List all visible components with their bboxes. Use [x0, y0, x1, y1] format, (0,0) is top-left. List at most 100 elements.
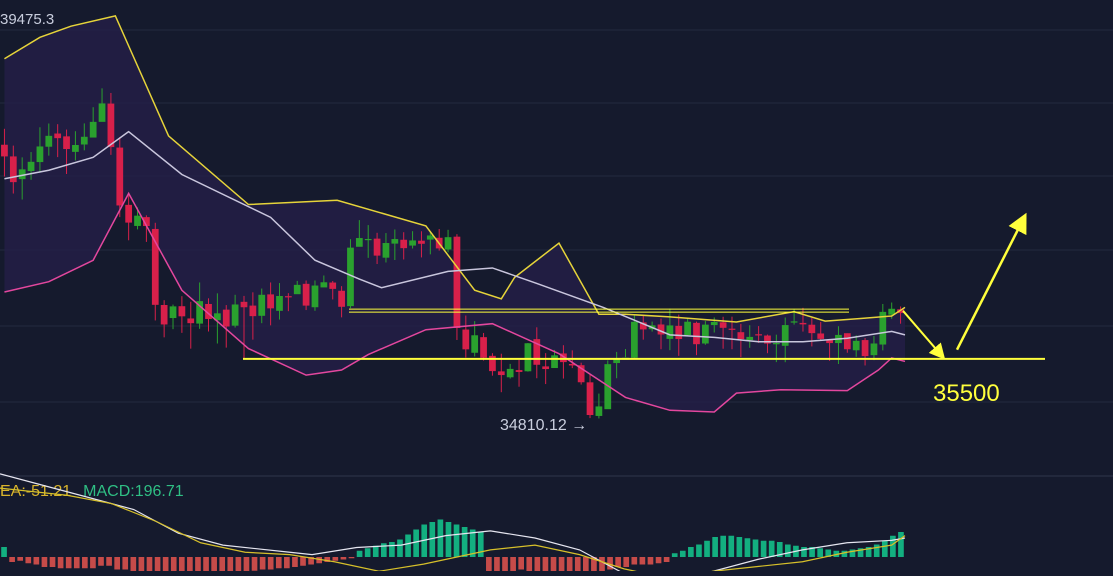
candle-body — [843, 333, 851, 350]
macd-bar — [477, 532, 484, 557]
macd-bar — [881, 540, 888, 557]
macd-bar — [890, 535, 896, 557]
candle-body — [772, 342, 780, 345]
candle-body — [879, 311, 887, 345]
macd-bar — [57, 557, 64, 569]
candle-body — [728, 328, 736, 330]
candle-body — [364, 238, 372, 241]
macd-bar — [437, 519, 444, 557]
candle-body — [196, 301, 204, 324]
candle-body — [790, 321, 798, 323]
macd-bar — [518, 557, 525, 570]
macd-bar — [461, 527, 468, 557]
candle-body — [169, 306, 177, 319]
candle-body — [826, 339, 833, 344]
candle-body — [657, 324, 665, 335]
candle-body — [151, 228, 159, 305]
candle-body — [18, 169, 26, 180]
candle-body — [338, 290, 345, 307]
candle-body — [80, 136, 88, 145]
candle-body — [586, 382, 594, 416]
candle-body — [675, 325, 683, 340]
candle-body — [418, 240, 425, 244]
macd-bar — [744, 538, 751, 557]
macd-bar — [300, 557, 306, 566]
candle-body — [240, 301, 248, 308]
macd-bar — [526, 557, 533, 572]
macd-bar — [219, 557, 226, 574]
macd-bar — [486, 557, 492, 575]
macd-bar — [582, 557, 589, 572]
macd-bar — [267, 557, 274, 570]
macd-bar — [25, 557, 32, 564]
macd-bar — [1, 547, 7, 557]
macd-bar — [663, 557, 670, 562]
macd-bar — [825, 549, 832, 557]
macd-bar — [130, 557, 137, 572]
macd-bar — [510, 557, 516, 574]
macd-bar — [17, 557, 24, 561]
macd-bar — [873, 544, 880, 557]
macd-bar — [235, 557, 242, 572]
candle-body — [755, 334, 762, 336]
macd-bar — [41, 557, 48, 567]
macd-bar — [170, 557, 177, 575]
macd-bar — [284, 557, 290, 569]
candle-body — [187, 318, 195, 324]
macd-bar — [712, 537, 718, 557]
macd-bar — [227, 557, 234, 572]
macd-bar — [655, 557, 662, 564]
macd-bar — [122, 557, 129, 570]
candle-body — [329, 282, 337, 289]
candle-body — [1, 144, 8, 157]
candle-body — [9, 156, 17, 183]
macd-bar — [615, 557, 621, 567]
macd-bar — [558, 557, 565, 576]
candle-body — [45, 135, 53, 147]
target-price-label: 35500 — [933, 380, 1000, 407]
candle-body — [595, 406, 603, 416]
macd-bar — [857, 548, 864, 557]
macd-bar — [704, 540, 710, 557]
candle-body — [533, 339, 541, 365]
candle-body — [293, 284, 301, 295]
macd-bar — [736, 537, 743, 557]
candle-body — [684, 321, 691, 336]
macd-bar — [73, 557, 80, 569]
macd-bar — [372, 545, 379, 557]
candle-body — [471, 335, 479, 353]
candle-body — [551, 355, 558, 369]
candle-body — [781, 325, 789, 346]
candle-body — [568, 363, 576, 366]
macd-bar — [696, 544, 702, 557]
candle-body — [373, 238, 381, 256]
candle-body — [72, 145, 79, 152]
macd-bar — [251, 557, 258, 571]
candle-body — [355, 238, 363, 247]
candle-body — [222, 309, 230, 327]
macd-bar — [243, 557, 250, 572]
candle-body — [497, 371, 505, 376]
candle-body — [489, 355, 496, 372]
macd-bar — [397, 539, 403, 557]
macd-bar — [33, 557, 40, 565]
macd-bar — [332, 557, 339, 561]
candles — [1, 88, 904, 419]
candle-body — [311, 285, 319, 308]
candle-body — [125, 204, 133, 223]
macd-bar — [607, 557, 613, 570]
candle-body — [852, 340, 860, 351]
candle-body — [764, 335, 771, 344]
price-low-label: 34810.12 → — [500, 417, 587, 434]
candle-body — [897, 309, 904, 314]
macd-bar — [776, 542, 783, 557]
candle-body — [258, 294, 266, 316]
candle-body — [391, 239, 399, 244]
macd-bar — [494, 557, 500, 575]
macd-bar — [833, 550, 840, 557]
candle-body — [444, 237, 452, 250]
candle-body — [710, 321, 718, 326]
macd-bar — [760, 540, 767, 557]
candle-body — [577, 365, 585, 383]
